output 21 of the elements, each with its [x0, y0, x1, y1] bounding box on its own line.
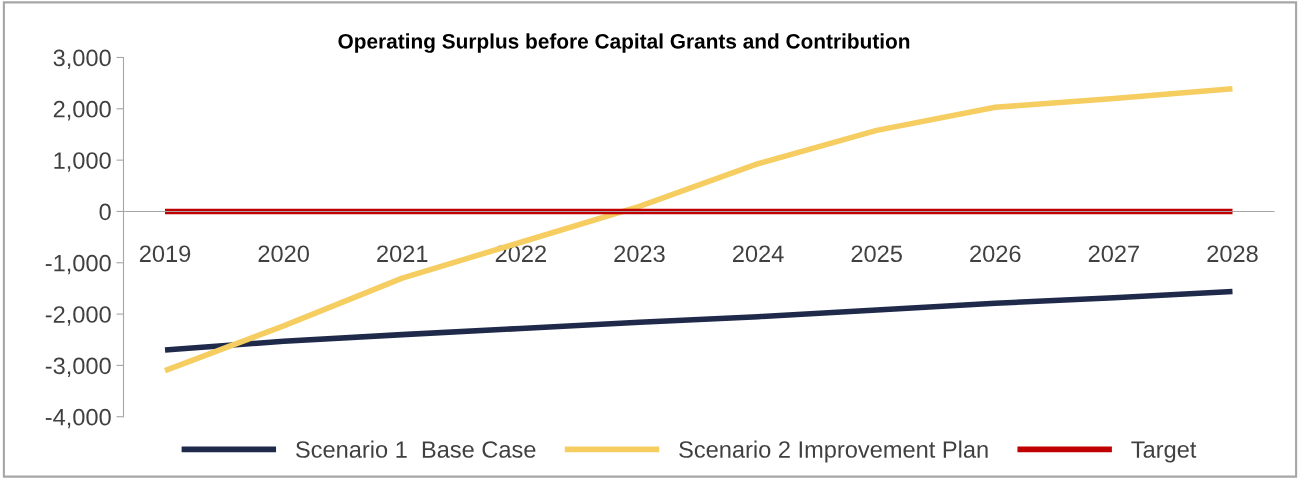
- y-tick-label: 2,000: [53, 100, 111, 121]
- y-tick-label: 0: [99, 203, 111, 221]
- chart-title: Operating Surplus before Capital Grants and Contribution: [338, 33, 910, 53]
- x-tick-label: 2021: [377, 245, 428, 263]
- x-tick-label: 2025: [851, 245, 902, 263]
- y-tick-label: 1,000: [54, 152, 111, 172]
- x-tick-label: 2024: [732, 245, 784, 263]
- y-tick-label: -1,000: [45, 254, 111, 275]
- x-tick-label: 2020: [258, 245, 309, 263]
- y-tick-label: -2,000: [45, 306, 111, 326]
- legend-label: Scenario 2 Improvement Plan: [679, 440, 988, 463]
- x-tick-label: 2028: [1207, 245, 1258, 263]
- x-tick-label: 2019: [139, 245, 191, 263]
- x-tick-label: 2027: [1088, 245, 1139, 263]
- legend-label: Scenario 1 Base Case: [296, 440, 536, 458]
- y-tick-label: -3,000: [45, 357, 111, 377]
- y-tick-label: 3,000: [53, 49, 111, 70]
- x-tick-label: 2026: [970, 245, 1021, 263]
- x-tick-label: 2023: [614, 245, 665, 263]
- y-tick-label: -4,000: [45, 408, 111, 429]
- legend-label: Target: [1131, 441, 1197, 463]
